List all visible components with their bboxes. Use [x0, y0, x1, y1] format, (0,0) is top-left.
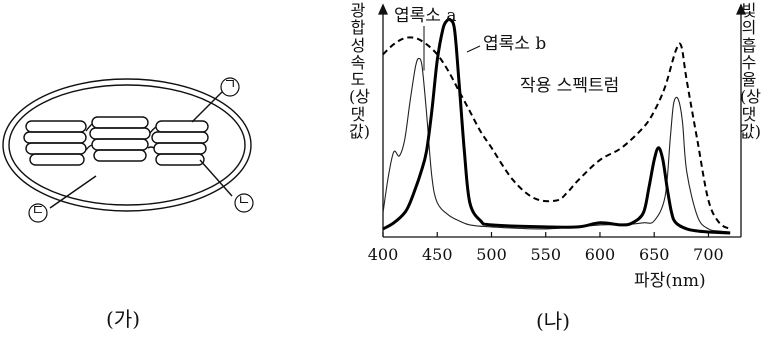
series-label-action-spectrum: 작용 스펙트럼	[520, 76, 620, 96]
x-tick-label-700: 700	[693, 245, 724, 264]
label-stroma: ㄷ	[31, 203, 45, 219]
chlorophyll-b-curve	[382, 17, 731, 235]
panel-a-caption: (가)	[106, 307, 141, 331]
panel-b-caption: (나)	[536, 309, 571, 333]
action-spectrum-curve	[382, 36, 731, 230]
series-label-chlorophyll-b: 엽록소 b	[483, 34, 547, 54]
y-axis-right-title: 빛의 흡수율(상댓값)	[740, 1, 761, 141]
x-tick-label-450: 450	[422, 245, 453, 264]
x-tick-label-500: 500	[476, 245, 507, 264]
leader-line-granum-lamella	[199, 159, 233, 197]
leader-line-thylakoid	[191, 91, 223, 123]
chlorophyll-a-curve	[382, 57, 731, 233]
x-tick-label-600: 600	[585, 245, 616, 264]
chloroplast-inner-membrane	[8, 84, 246, 206]
x-tick-label-550: 550	[530, 245, 561, 264]
y-axis-left-title: 광합성 속도(상댓값)	[349, 1, 370, 141]
y-axis-left-arrow	[377, 3, 389, 15]
granum-left	[23, 120, 87, 166]
granum-middle	[89, 116, 151, 162]
chloroplast-outer-membrane	[2, 78, 252, 212]
label-thylakoid: ㄱ	[223, 77, 237, 93]
label-circles	[28, 77, 254, 223]
leader-line-stroma	[49, 175, 97, 209]
x-tick-label-400: 400	[368, 245, 399, 264]
stroma-lamellae	[85, 123, 157, 151]
pointer-chlorophyll-b	[466, 45, 481, 53]
x-axis-title: 파장(nm)	[634, 271, 706, 291]
label-granum-lamella: ㄴ	[237, 193, 251, 209]
y-axis-right-arrow	[735, 3, 747, 15]
x-tick-label-650: 650	[639, 245, 670, 264]
granum-right	[151, 120, 209, 166]
series-label-chlorophyll-a: 엽록소 a	[394, 6, 457, 26]
